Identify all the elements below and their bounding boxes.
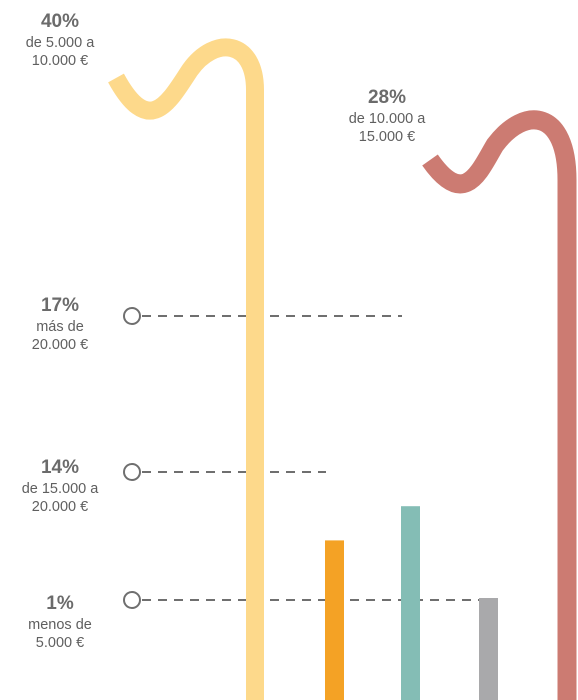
- label-10000-15000: 28% de 10.000 a 15.000 €: [336, 86, 438, 146]
- label-mas-20000: 17% más de 20.000 €: [14, 294, 106, 354]
- pct-label: 40%: [40, 11, 80, 32]
- label-15000-20000: 14% de 15.000 a 20.000 €: [8, 456, 112, 516]
- pct-label: 28%: [367, 87, 407, 108]
- category-label: menos de: [28, 616, 92, 633]
- label-5000-10000: 40% de 5.000 a 10.000 €: [14, 10, 106, 70]
- label-menos-5000: 1% menos de 5.000 €: [14, 592, 106, 652]
- pct-label: 17%: [40, 295, 80, 316]
- bar-menos-5000: [479, 598, 498, 700]
- category-label: de 5.000 a: [25, 34, 95, 51]
- bar-curl-5000-10000: [108, 38, 264, 700]
- bar-mas-20000: [401, 506, 420, 700]
- category-label: 20.000 €: [31, 498, 89, 515]
- pct-label: 1%: [46, 593, 74, 614]
- category-label: más de: [36, 318, 84, 335]
- bar-curl-10000-15000: [422, 110, 577, 700]
- marker-circle: [123, 591, 141, 609]
- category-label: 10.000 €: [31, 52, 89, 69]
- marker-circle: [123, 463, 141, 481]
- pct-label: 14%: [40, 457, 80, 478]
- category-label: 15.000 €: [358, 128, 416, 145]
- category-label: de 10.000 a: [348, 110, 426, 127]
- bar-15000-20000: [325, 540, 344, 700]
- marker-circle: [123, 307, 141, 325]
- category-label: 20.000 €: [31, 336, 89, 353]
- category-label: 5.000 €: [35, 634, 85, 651]
- category-label: de 15.000 a: [21, 480, 99, 497]
